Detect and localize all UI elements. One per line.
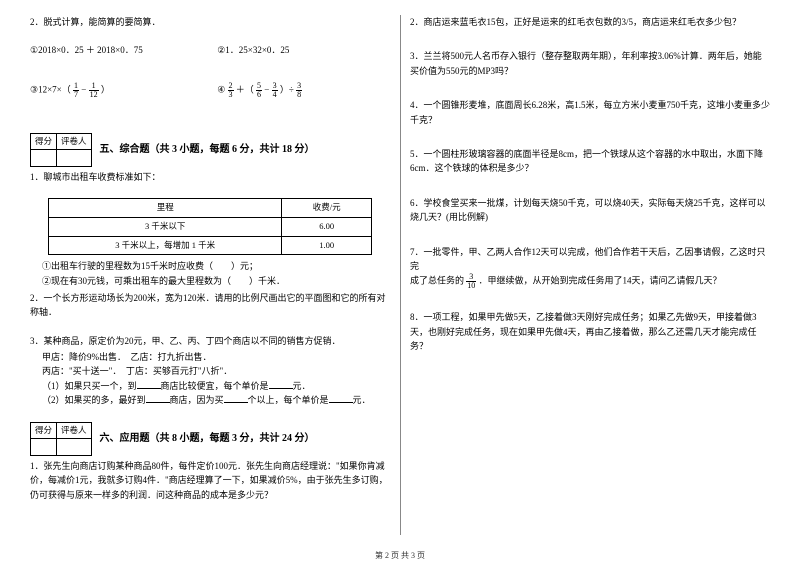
frac-3-8: 38	[296, 82, 302, 99]
frac-1-7: 17	[73, 82, 79, 99]
score-cell[interactable]	[31, 439, 57, 456]
right-q7a: 7．一批零件，甲、乙两人合作12天可以完成，他们合作若干天后，乙因事请假，乙这时…	[410, 245, 770, 274]
right-column: 2．商店运来蓝毛衣15包，正好是运来的红毛衣包数的3/5，商店运来红毛衣多少包？…	[410, 15, 770, 516]
q3c-post: 元．	[293, 381, 311, 391]
sec6-q1: 1．张先生向商店订购某种商品80件，每件定价100元．张先生向商店经理说："如果…	[30, 459, 390, 502]
sec5-s1: ①出租车行驶的里程数为15千米时应收费（ ）元；	[42, 259, 390, 273]
q3d-post: 元．	[353, 395, 371, 405]
blank[interactable]	[329, 394, 353, 403]
sec5-s2: ②现在有30元钱，可乘出租车的最大里程数为（ ）千米．	[42, 274, 390, 288]
calc-2a-post: ）	[101, 84, 110, 94]
calc-2b-pre: ④	[217, 84, 225, 94]
calc-row-1: ①2018×0．25 ＋ 2018×0．75 ②1．25×32×0．25	[30, 43, 390, 57]
calc-1a: ①2018×0．25 ＋ 2018×0．75	[30, 43, 203, 57]
sec5-q1: 1．聊城市出租车收费标准如下：	[30, 170, 390, 184]
calc-row-2: ③12×7×（ 17 − 112 ） ④ 23 ＋（ 56 − 34 ）÷ 38	[30, 82, 390, 99]
q7b-pre: 成了总任务的	[410, 276, 464, 286]
q3d-mid1: 商店，因为买	[170, 395, 224, 405]
q3d-pre: （2）如果买的多，最好到	[42, 395, 146, 405]
right-q8: 8．一项工程，如果甲先做5天，乙接着做3天刚好完成任务；如果乙先做9天，甲接着做…	[410, 310, 770, 353]
fare-th2: 收费/元	[282, 199, 372, 218]
sec5-q2: 2．一个长方形运动场长为200米，宽为120米．请用的比例尺画出它的平面图和它的…	[30, 291, 390, 320]
section-6-title: 六、应用题（共 8 小题，每题 3 分，共计 24 分）	[100, 431, 315, 447]
score-table-6: 得分评卷人	[30, 422, 92, 456]
blank[interactable]	[269, 380, 293, 389]
section-5-head: 得分评卷人 五、综合题（共 3 小题，每题 6 分，共计 18 分）	[30, 133, 390, 167]
sec5-q3: 3．某种商品，原定价为20元，甲、乙、丙、丁四个商店以不同的销售方促销．	[30, 334, 390, 348]
section-5-title: 五、综合题（共 3 小题，每题 6 分，共计 18 分）	[100, 142, 315, 158]
calc-plus: ＋（	[236, 84, 254, 94]
grader-label: 评卷人	[57, 133, 92, 150]
score-cell[interactable]	[31, 150, 57, 167]
calc-2b: ④ 23 ＋（ 56 − 34 ）÷ 38	[217, 82, 390, 99]
fare-r1b: 6.00	[282, 217, 372, 236]
right-q2: 2．商店运来蓝毛衣15包，正好是运来的红毛衣包数的3/5，商店运来红毛衣多少包？	[410, 15, 770, 29]
sec5-q3c: （1）如果只买一个，到 商店比较便宜，每个单价是 元．	[42, 379, 390, 393]
score-label: 得分	[31, 422, 57, 439]
fare-table: 里程收费/元 3 千米以下6.00 3 千米以上，每增加 1 千米1.00	[48, 198, 372, 255]
right-q6: 6．学校食堂买来一批煤，计划每天烧50千克，可以烧40天，实际每天烧25千克，这…	[410, 196, 770, 225]
q3c-mid: 商店比较便宜，每个单价是	[161, 381, 269, 391]
right-q5: 5．一个圆柱形玻璃容器的底面半径是8cm，把一个铁球从这个容器的水中取出，水面下…	[410, 147, 770, 176]
grader-label: 评卷人	[57, 422, 92, 439]
fare-r2b: 1.00	[282, 236, 372, 255]
q7b-post: ．甲继续做，从开始到完成任务用了14天，请问乙请假几天？	[479, 276, 722, 286]
page-footer: 第 2 页 共 3 页	[0, 550, 800, 561]
right-q3: 3．兰兰将500元人名币存入银行（整存整取两年期），年利率按3.06%计算．两年…	[410, 49, 770, 78]
question-2-title: 2．脱式计算，能简算的要简算．	[30, 15, 390, 29]
frac-1-12: 112	[89, 82, 99, 99]
calc-minus2: −	[264, 84, 269, 94]
grader-cell[interactable]	[57, 150, 92, 167]
sec5-q3b: 丙店："买十送一"． 丁店：买够百元打"八折"．	[42, 364, 390, 378]
blank[interactable]	[224, 394, 248, 403]
frac-3-4: 34	[272, 82, 278, 99]
grader-cell[interactable]	[57, 439, 92, 456]
calc-1b: ②1．25×32×0．25	[217, 43, 390, 57]
right-q7b: 成了总任务的 310 ．甲继续做，从开始到完成任务用了14天，请问乙请假几天？	[410, 273, 770, 290]
calc-2a: ③12×7×（ 17 − 112 ）	[30, 82, 203, 99]
blank[interactable]	[137, 380, 161, 389]
column-divider	[400, 15, 401, 535]
fare-th1: 里程	[49, 199, 282, 218]
calc-2a-pre: ③12×7×（	[30, 84, 71, 94]
fare-r2a: 3 千米以上，每增加 1 千米	[49, 236, 282, 255]
score-table-5: 得分评卷人	[30, 133, 92, 167]
q3c-pre: （1）如果只买一个，到	[42, 381, 137, 391]
frac-2-3: 23	[228, 82, 234, 99]
frac-3-10: 310	[466, 273, 476, 290]
sec5-q3a: 甲店：降价9%出售． 乙店：打九折出售．	[42, 350, 390, 364]
section-6-head: 得分评卷人 六、应用题（共 8 小题，每题 3 分，共计 24 分）	[30, 422, 390, 456]
frac-5-6: 56	[256, 82, 262, 99]
fare-r1a: 3 千米以下	[49, 217, 282, 236]
calc-minus: −	[81, 84, 86, 94]
q3d-mid2: 个以上，每个单价是	[248, 395, 329, 405]
calc-2b-post: ）÷	[280, 84, 294, 94]
blank[interactable]	[146, 394, 170, 403]
sec5-q3d: （2）如果买的多，最好到 商店，因为买 个以上，每个单价是 元．	[42, 393, 390, 407]
right-q4: 4．一个圆锥形麦堆，底面周长6.28米，高1.5米，每立方米小麦重750千克，这…	[410, 98, 770, 127]
score-label: 得分	[31, 133, 57, 150]
